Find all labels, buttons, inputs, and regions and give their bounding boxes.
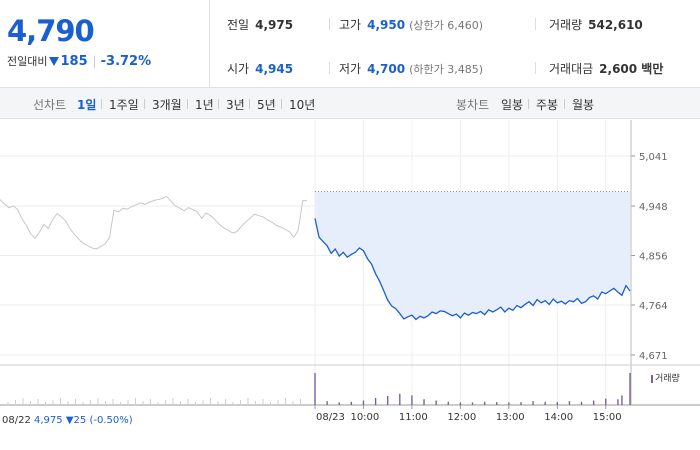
candle-tab-monthly[interactable]: 월봉 xyxy=(572,98,595,112)
x-tick-label: 10:00 xyxy=(350,412,379,423)
change-row: 전일대비 185 -3.72% xyxy=(7,53,151,69)
divider xyxy=(101,99,102,109)
stat-sub: (하한가 3,485) xyxy=(409,63,483,76)
prev-day-close: 4,975 xyxy=(34,415,63,426)
candle-chart-label: 봉차트 xyxy=(456,98,490,112)
line-chart-label: 선차트 xyxy=(33,98,67,112)
stat-value: 4,945 xyxy=(255,62,294,76)
stat-trade-value: 거래대금 2,600 백만 xyxy=(549,60,663,77)
stat-volume: 거래량 542,610 xyxy=(549,16,643,33)
prev-day-info: 08/22 4,975 ▼25 (-0.50%) xyxy=(2,415,133,426)
period-tab-5y[interactable]: 5년 xyxy=(257,98,276,112)
divider xyxy=(329,62,330,74)
stat-label: 거래량 xyxy=(549,18,583,32)
period-tab-3m[interactable]: 3개월 xyxy=(152,98,182,112)
change-value: 185 xyxy=(60,54,88,69)
divider xyxy=(249,99,250,109)
divider xyxy=(535,62,536,74)
period-tab-1y[interactable]: 1년 xyxy=(195,98,214,112)
candle-tab-weekly[interactable]: 주봉 xyxy=(536,98,559,112)
x-tick-label: 15:00 xyxy=(593,412,622,423)
prev-day-change-pct: (-0.50%) xyxy=(89,415,133,426)
stat-value: 542,610 xyxy=(588,18,643,32)
down-triangle-icon xyxy=(49,57,60,66)
prev-day-date: 08/22 xyxy=(2,415,31,426)
y-tick-label: 4,764 xyxy=(639,301,668,312)
chart-toolbar: 선차트 1일 1주일 3개월 1년 3년 5년 10년 봉차트 일봉 주봉 월봉 xyxy=(0,88,700,119)
divider xyxy=(528,99,529,109)
y-tick-label: 4,671 xyxy=(639,351,668,362)
divider xyxy=(187,99,188,109)
volume-legend: 거래량 xyxy=(651,371,680,384)
stat-label: 거래대금 xyxy=(549,62,594,76)
period-tab-3y[interactable]: 3년 xyxy=(226,98,245,112)
x-tick-label: 13:00 xyxy=(496,412,525,423)
divider xyxy=(281,99,282,109)
chart-canvas: 5,041 4,948 4,856 4,764 4,671 08/23 10:00 11:00… xyxy=(0,120,700,423)
stat-value: 4,950 xyxy=(367,18,406,32)
stat-label: 전일 xyxy=(227,18,250,32)
divider xyxy=(329,18,330,30)
stat-value: 2,600 백만 xyxy=(599,62,664,76)
change-label: 전일대비 xyxy=(7,55,48,68)
period-tab-1w[interactable]: 1주일 xyxy=(109,98,139,112)
divider xyxy=(564,99,565,109)
divider xyxy=(144,99,145,109)
y-tick-label: 4,948 xyxy=(639,202,668,213)
stat-prev-close: 전일 4,975 xyxy=(227,16,293,33)
volume-legend-marker xyxy=(651,374,653,383)
divider xyxy=(535,18,536,30)
price-summary: 4,790 전일대비 185 -3.72% 전일 4,975 고가 4,950 (상한가 … xyxy=(0,0,700,88)
period-tab-10y[interactable]: 10년 xyxy=(289,98,316,112)
x-tick-label: 11:00 xyxy=(399,412,428,423)
x-tick-label: 08/23 xyxy=(316,412,345,423)
x-tick-label: 14:00 xyxy=(544,412,573,423)
x-tick-label: 12:00 xyxy=(447,412,476,423)
current-price: 4,790 xyxy=(7,14,95,48)
intraday-price-chart: 5,041 4,948 4,856 4,764 4,671 08/23 10:00 11:00… xyxy=(0,120,700,450)
y-tick-label: 5,041 xyxy=(639,152,668,163)
today-series-line xyxy=(314,218,631,321)
prev-day-series-line xyxy=(0,195,307,250)
stat-label: 시가 xyxy=(227,62,250,76)
candle-tab-daily[interactable]: 일봉 xyxy=(501,98,524,112)
divider xyxy=(93,55,95,68)
down-arrow-icon: ▼ xyxy=(65,415,74,426)
stat-low: 저가 4,700 (하한가 3,485) xyxy=(339,60,483,77)
stat-sub: (상한가 6,460) xyxy=(409,19,483,32)
y-tick-label: 4,856 xyxy=(639,252,668,263)
stat-label: 저가 xyxy=(339,62,362,76)
prev-day-change: 25 xyxy=(73,415,87,426)
volume-legend-label: 거래량 xyxy=(655,374,680,384)
today-series-area xyxy=(315,191,630,320)
current-price-box: 4,790 전일대비 185 -3.72% xyxy=(0,0,210,88)
divider xyxy=(218,99,219,109)
stat-value: 4,975 xyxy=(255,18,294,32)
change-percent: -3.72% xyxy=(100,54,152,69)
stat-value: 4,700 xyxy=(367,62,406,76)
stat-open: 시가 4,945 xyxy=(227,60,293,77)
stat-label: 고가 xyxy=(339,18,362,32)
period-tab-1d[interactable]: 1일 xyxy=(77,98,97,112)
stat-high: 고가 4,950 (상한가 6,460) xyxy=(339,16,483,33)
